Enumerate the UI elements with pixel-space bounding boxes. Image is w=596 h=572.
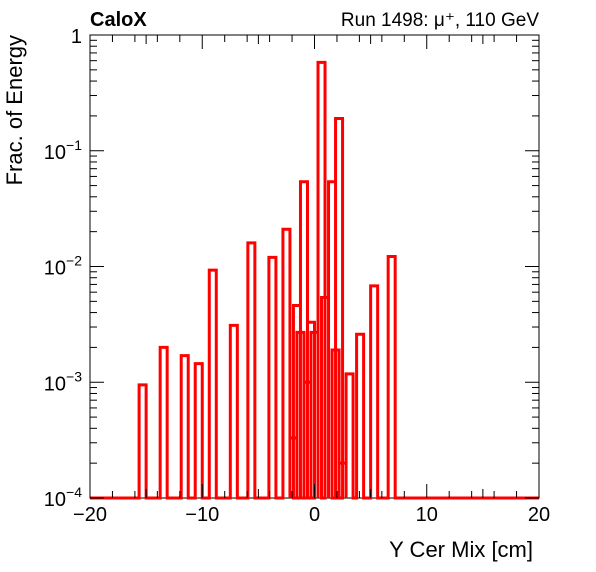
x-tick-label: 10 — [416, 504, 438, 526]
y-tick-label: 10−3 — [44, 368, 82, 395]
x-tick-label: −20 — [73, 504, 107, 526]
x-tick-label: 0 — [309, 504, 320, 526]
x-axis-title: Y Cer Mix [cm] — [389, 537, 533, 562]
y-axis-title: Frac. of Energy — [2, 35, 27, 185]
histogram-line — [90, 60, 539, 500]
brand-label: CaloX — [90, 9, 147, 31]
y-tick-label: 10−2 — [44, 253, 82, 280]
x-tick-label: 20 — [528, 504, 550, 526]
y-tick-label: 10−1 — [44, 137, 82, 164]
tick-layer — [89, 34, 540, 499]
y-tick-label: 10−4 — [44, 484, 82, 511]
x-tick-label: −10 — [185, 504, 219, 526]
tick-label-layer: −20 −10 0 10 20 10−4 10−3 10−2 10−1 1 — [44, 26, 550, 526]
y-tick-label: 1 — [71, 26, 82, 48]
run-label: Run 1498: μ⁺, 110 GeV — [341, 10, 539, 31]
histogram-layer — [90, 60, 539, 500]
